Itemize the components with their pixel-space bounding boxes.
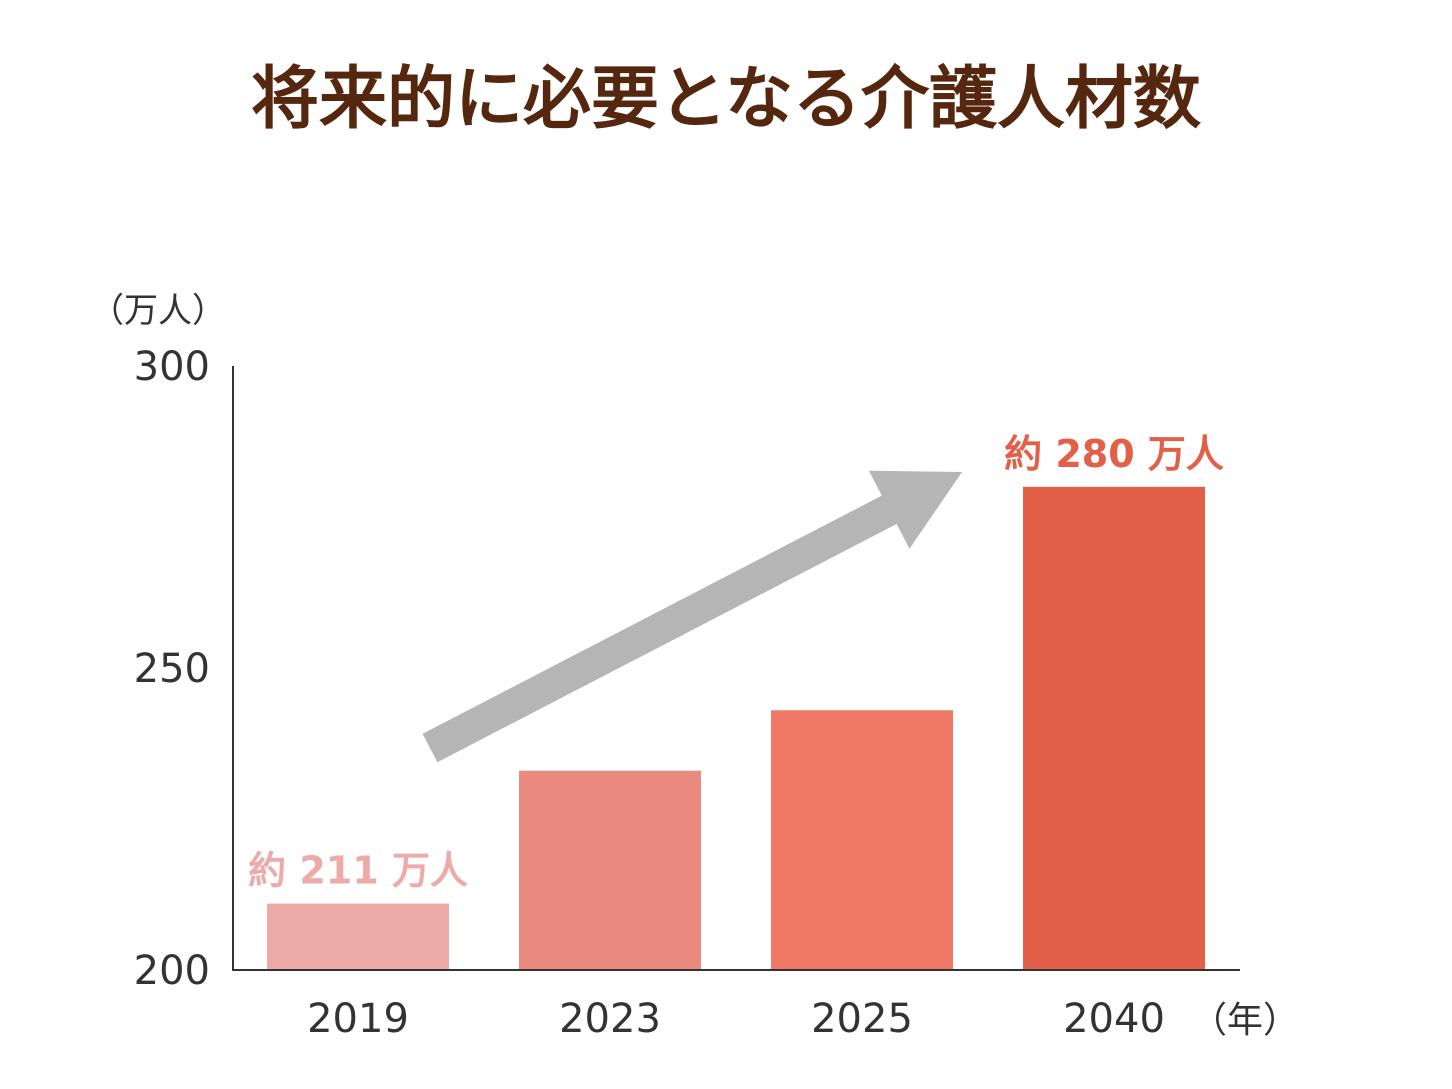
bar-2040 bbox=[1023, 486, 1205, 970]
chart-title: 将来的に必要となる介護人材数 bbox=[251, 60, 1201, 139]
x-tick-label: 2040 bbox=[1063, 996, 1165, 1042]
data-label-2040: 約 280 万人 bbox=[1004, 432, 1224, 476]
y-tick-label: 200 bbox=[134, 948, 210, 994]
bar-2019 bbox=[267, 903, 449, 970]
x-tick-label: 2019 bbox=[307, 996, 409, 1042]
x-tick-label: 2023 bbox=[559, 996, 661, 1042]
trend-arrow-icon bbox=[422, 470, 963, 763]
x-tick-label: 2025 bbox=[811, 996, 913, 1042]
data-label-2019: 約 211 万人 bbox=[248, 849, 468, 893]
y-axis-unit: （万人） bbox=[90, 291, 226, 331]
x-axis-unit: （年） bbox=[1191, 1000, 1299, 1041]
bar-2023 bbox=[519, 770, 701, 970]
y-tick-label: 250 bbox=[134, 646, 210, 692]
bar-2025 bbox=[771, 710, 953, 970]
y-tick-label: 300 bbox=[134, 344, 210, 390]
